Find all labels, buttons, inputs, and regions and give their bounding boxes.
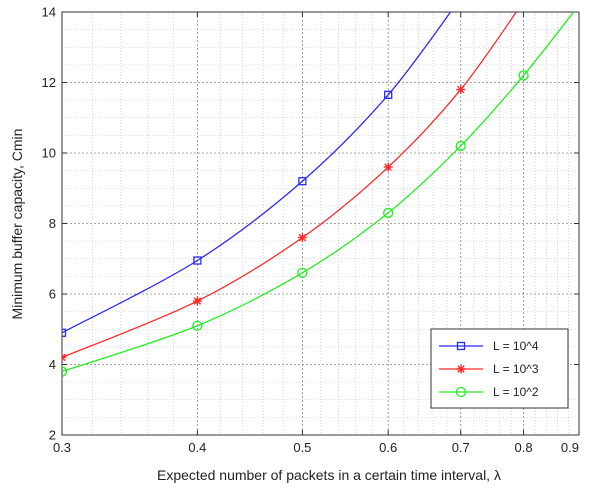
x-tick-label: 0.3 <box>53 440 71 455</box>
series-3 <box>62 12 575 377</box>
series-point <box>455 140 466 152</box>
x-tick-label: 0.7 <box>452 440 470 455</box>
series-2 <box>62 12 518 362</box>
y-tick-label: 12 <box>42 75 56 90</box>
series-line <box>62 12 452 334</box>
series-point <box>383 207 394 219</box>
y-tick-label: 2 <box>49 428 56 443</box>
legend-label: L = 10^2 <box>493 385 539 399</box>
tick-labels: 0.3 0.4 0.5 0.6 0.7 0.8 0.9 2 4 6 8 10 12 14 <box>42 5 580 455</box>
legend-label: L = 10^3 <box>493 362 539 376</box>
series-point <box>456 85 466 95</box>
series-point <box>297 267 308 279</box>
legend-marker <box>456 341 466 351</box>
series-point <box>298 177 307 186</box>
y-axis-label: Minimum buffer capacity, Cmin <box>9 129 25 320</box>
legend-marker <box>456 364 466 374</box>
series-point <box>193 256 202 265</box>
series-point <box>383 162 393 172</box>
x-axis-label: Expected number of packets in a certain … <box>157 467 501 483</box>
y-tick-label: 10 <box>42 146 56 161</box>
y-tick-label: 4 <box>49 357 56 372</box>
series-point <box>192 320 203 331</box>
y-tick-label: 14 <box>42 5 56 20</box>
legend-marker <box>455 386 467 398</box>
legend-label: L = 10^4 <box>493 339 539 353</box>
series-line <box>62 12 518 359</box>
y-tick-label: 6 <box>49 287 56 302</box>
series-point <box>62 366 68 377</box>
x-tick-label: 0.9 <box>561 440 579 455</box>
x-tick-label: 0.5 <box>293 440 311 455</box>
x-tick-label: 0.4 <box>188 440 206 455</box>
series-layer <box>62 12 575 377</box>
series-point <box>62 352 67 362</box>
y-tick-label: 8 <box>49 216 56 231</box>
series-line <box>62 12 575 373</box>
series-point <box>297 233 307 243</box>
series-point <box>192 296 202 306</box>
x-tick-label: 0.6 <box>379 440 397 455</box>
series-1 <box>62 12 452 337</box>
series-point <box>384 90 393 99</box>
x-tick-label: 0.8 <box>515 440 533 455</box>
series-point <box>62 328 67 337</box>
legend: L = 10^4 L = 10^3 L = 10^2 <box>430 328 569 409</box>
series-point <box>518 70 529 81</box>
